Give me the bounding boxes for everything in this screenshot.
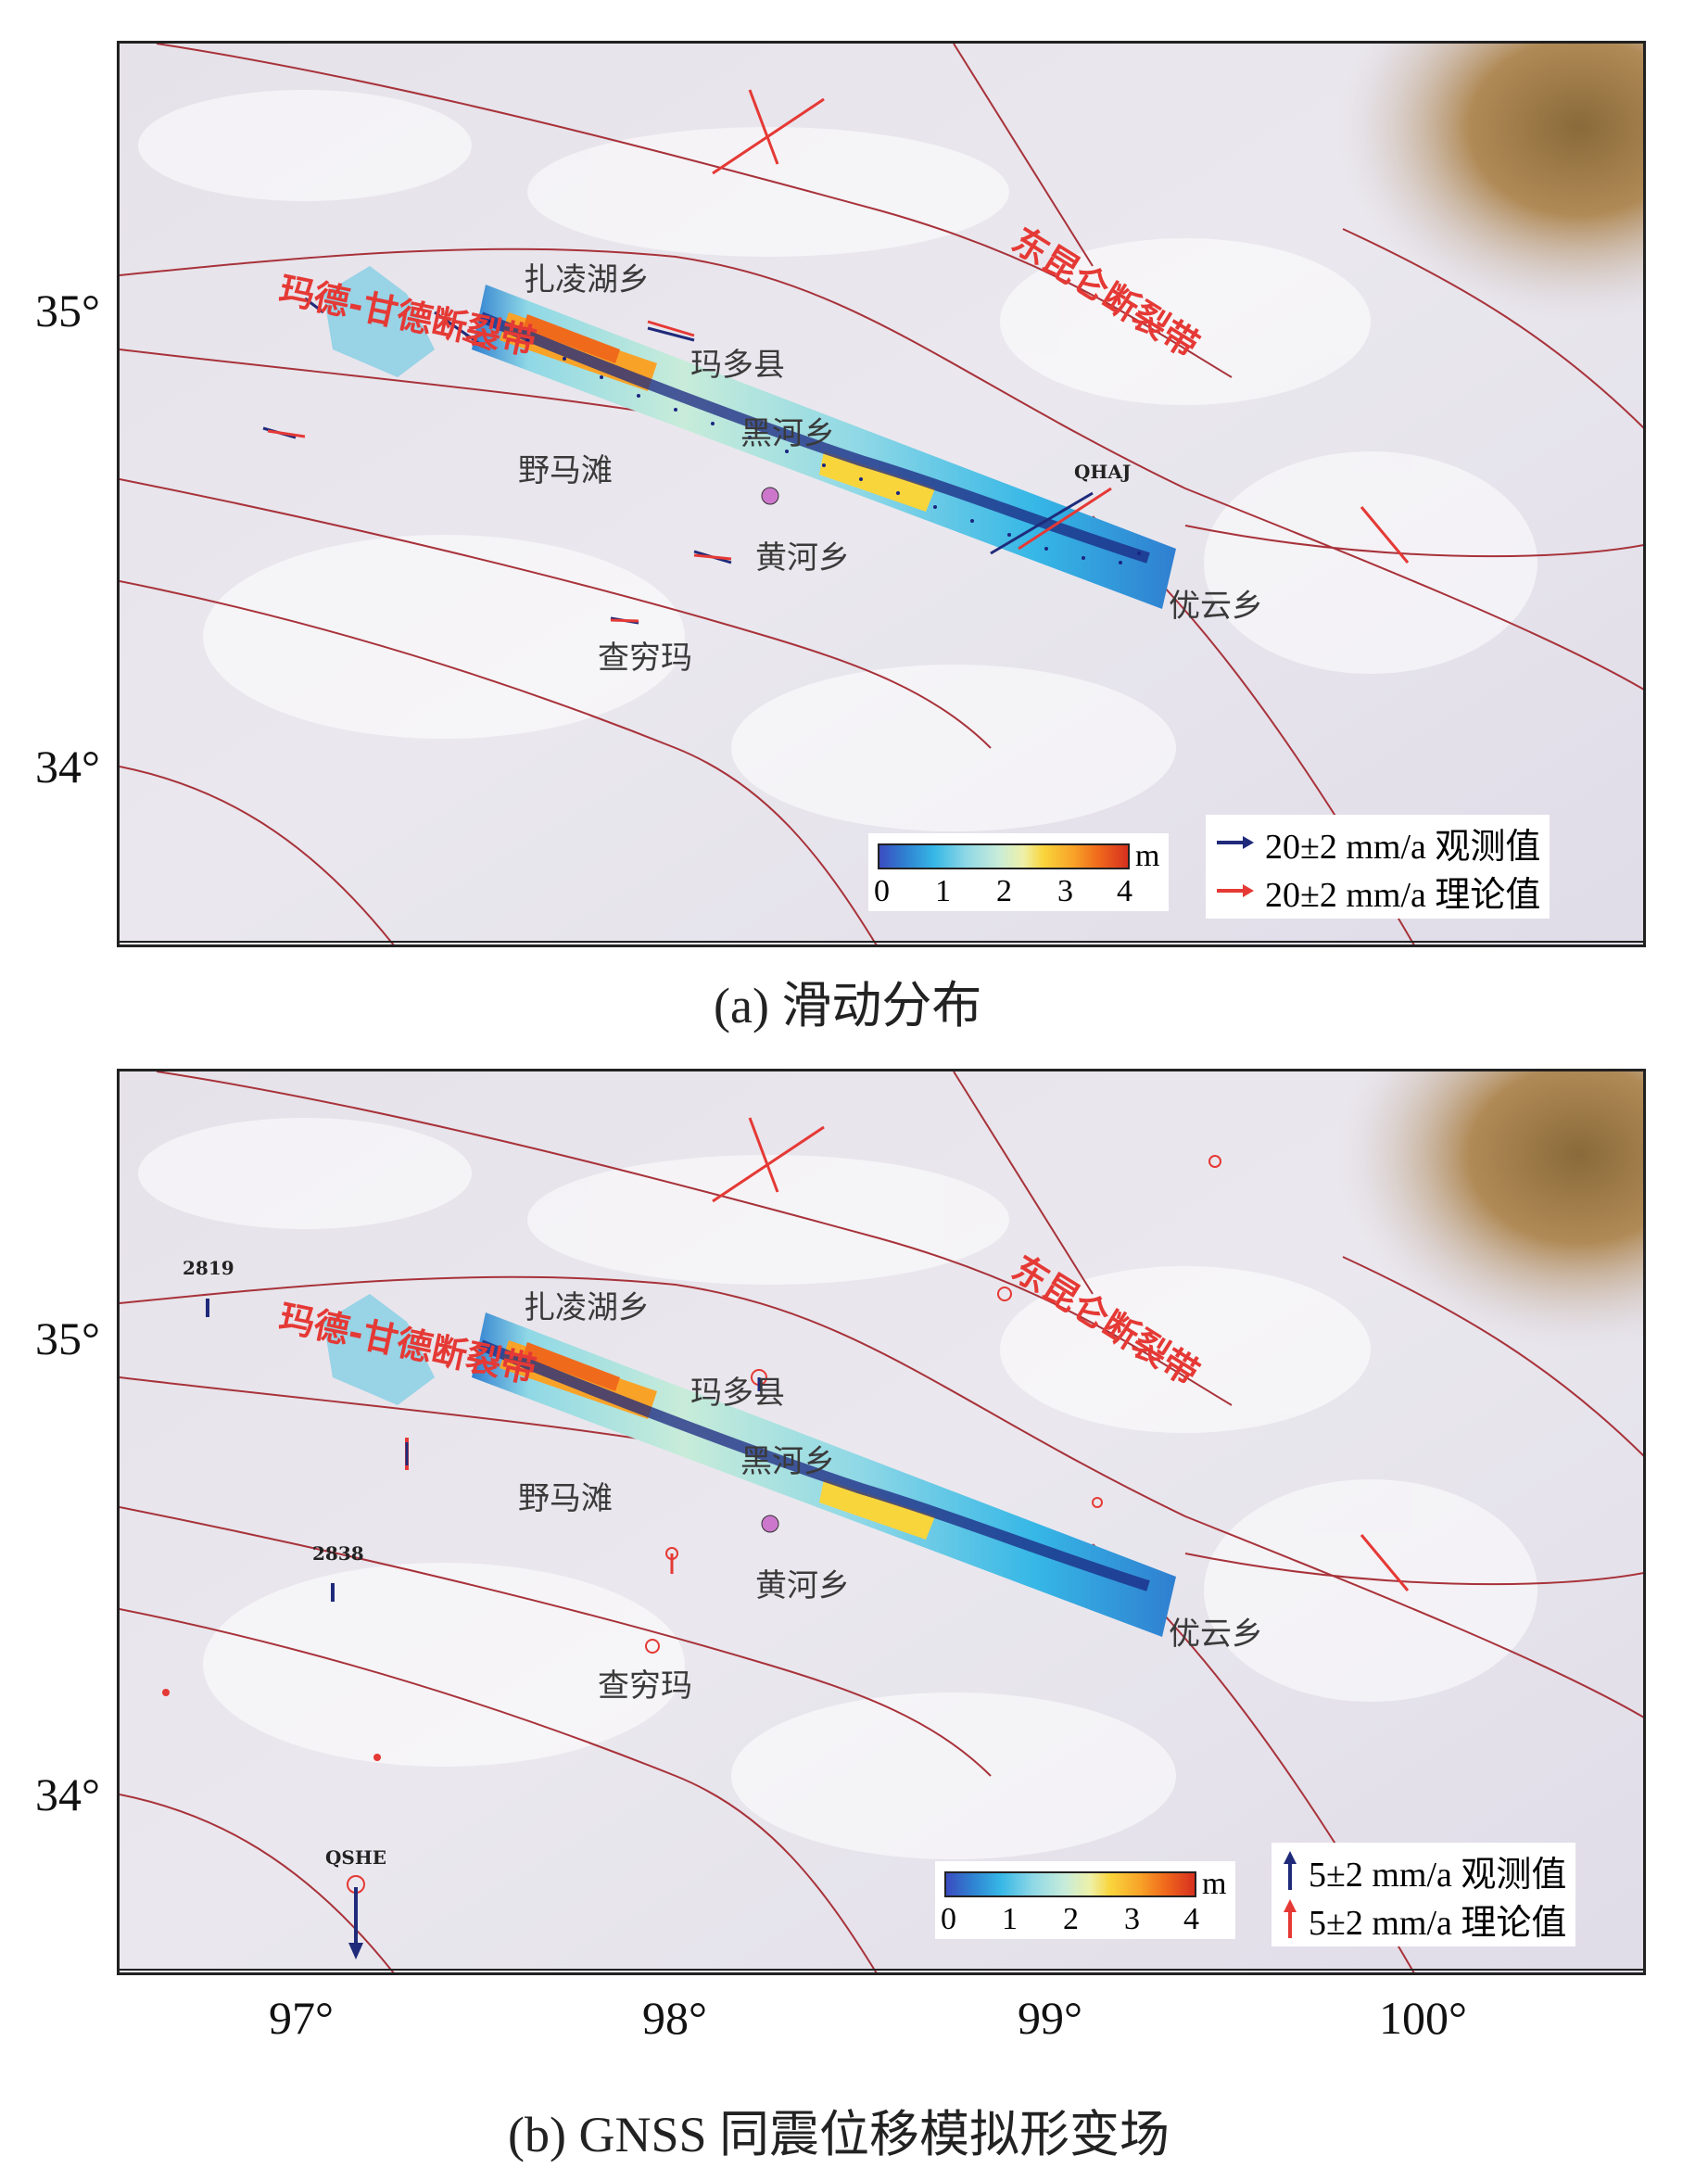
colorbar-unit: m bbox=[1202, 1867, 1227, 1901]
aftershock-cluster bbox=[478, 1339, 1150, 1591]
legend-observed: 5±2 mm/a 观测值 bbox=[1281, 1846, 1566, 1895]
x-tick-98: 98° bbox=[642, 1992, 707, 2044]
station-label-2819: 2819 bbox=[183, 1257, 234, 1279]
colorbar-tick: 4 bbox=[1117, 874, 1132, 908]
fault-lines bbox=[120, 1071, 1643, 1972]
aftershock-cluster bbox=[478, 311, 1150, 564]
station-label-qshe: QSHE bbox=[325, 1846, 387, 1869]
colorbar-tick: 2 bbox=[996, 874, 1012, 908]
y-tick-35: 35° bbox=[35, 1312, 100, 1364]
place-youyun: 优云乡 bbox=[1169, 1616, 1263, 1653]
colorbar-tick: 4 bbox=[1183, 1902, 1199, 1936]
map-canvas-a bbox=[120, 44, 1643, 945]
legend-a: 20±2 mm/a 观测值 20±2 mm/a 理论值 bbox=[1206, 815, 1550, 919]
colorbar-gradient bbox=[878, 843, 1130, 869]
arrow-up-icon bbox=[1284, 1899, 1297, 1938]
epicenter-beachball bbox=[761, 487, 779, 505]
place-huanghe: 黄河乡 bbox=[755, 539, 850, 577]
place-yematan: 野马滩 bbox=[518, 452, 613, 489]
place-huanghe: 黄河乡 bbox=[755, 1567, 850, 1604]
x-tick-99: 99° bbox=[1018, 1992, 1082, 2044]
mountain-relief bbox=[138, 90, 1537, 831]
legend-modeled: 5±2 mm/a 理论值 bbox=[1281, 1895, 1566, 1943]
map-canvas-b bbox=[120, 1071, 1643, 1972]
station-label-2838: 2838 bbox=[312, 1542, 364, 1565]
place-heihe: 黑河乡 bbox=[740, 1443, 835, 1480]
aftershock-region bbox=[323, 1294, 435, 1405]
place-maduo: 玛多县 bbox=[690, 347, 785, 384]
y-tick-34: 34° bbox=[35, 1769, 100, 1820]
rupture-segments bbox=[712, 1117, 1410, 1591]
slip-asperity-west-core bbox=[523, 1342, 620, 1391]
colorbar-b: m 0 1 2 3 4 bbox=[935, 1861, 1236, 1939]
legend-b: 5±2 mm/a 观测值 5±2 mm/a 理论值 bbox=[1272, 1843, 1576, 1946]
aftershock-region bbox=[323, 266, 435, 377]
slip-asperity-east bbox=[819, 1479, 935, 1540]
place-zhalinghu: 扎凌湖乡 bbox=[524, 261, 650, 298]
legend-modeled: 20±2 mm/a 理论值 bbox=[1215, 867, 1540, 915]
rupture-segments bbox=[712, 89, 1410, 564]
map-panel-a: 东昆仑断裂带 玛德-甘德断裂带 扎凌湖乡 玛多县 黑河乡 野马滩 黄河乡 优云乡… bbox=[117, 41, 1646, 947]
colorbar-tick: 3 bbox=[1124, 1902, 1140, 1936]
place-chaqiongma: 查穷玛 bbox=[598, 1667, 692, 1705]
place-yematan: 野马滩 bbox=[518, 1480, 613, 1517]
place-youyun: 优云乡 bbox=[1169, 588, 1263, 625]
caption-b: (b) GNSS 同震位移模拟形变场 bbox=[508, 2107, 1170, 2162]
y-tick-34: 34° bbox=[35, 741, 100, 792]
colorbar-tick: 0 bbox=[941, 1902, 956, 1936]
caption-a: (a) 滑动分布 bbox=[714, 978, 982, 1033]
slip-asperity-west-core bbox=[523, 314, 620, 363]
slip-asperity-east bbox=[819, 451, 935, 512]
place-heihe: 黑河乡 bbox=[740, 415, 835, 452]
colorbar-tick: 3 bbox=[1057, 874, 1073, 908]
colorbar-gradient bbox=[944, 1871, 1196, 1897]
gnss-vectors-b bbox=[162, 1155, 1221, 1959]
x-tick-100: 100° bbox=[1379, 1992, 1467, 2044]
gnss-vectors-a bbox=[262, 297, 1112, 625]
colorbar-tick: 1 bbox=[935, 874, 951, 908]
colorbar-unit: m bbox=[1135, 839, 1160, 873]
arrow-right-icon bbox=[1217, 836, 1254, 849]
colorbar-tick: 1 bbox=[1002, 1902, 1018, 1936]
station-label-qhaj: QHAJ bbox=[1074, 461, 1132, 483]
place-maduo: 玛多县 bbox=[690, 1375, 785, 1412]
map-panel-b: 东昆仑断裂带 玛德-甘德断裂带 扎凌湖乡 玛多县 黑河乡 野马滩 黄河乡 优云乡… bbox=[117, 1069, 1646, 1975]
colorbar-tick: 0 bbox=[874, 874, 890, 908]
place-chaqiongma: 查穷玛 bbox=[598, 640, 692, 677]
colorbar-tick: 2 bbox=[1063, 1902, 1079, 1936]
arrow-right-icon bbox=[1217, 884, 1254, 897]
x-tick-97: 97° bbox=[269, 1992, 334, 2044]
epicenter-beachball bbox=[761, 1515, 779, 1533]
y-tick-35: 35° bbox=[35, 285, 100, 336]
legend-observed: 20±2 mm/a 观测值 bbox=[1215, 818, 1540, 867]
place-zhalinghu: 扎凌湖乡 bbox=[524, 1289, 650, 1326]
arrow-up-icon bbox=[1284, 1851, 1297, 1890]
colorbar-a: m 0 1 2 3 4 bbox=[868, 833, 1170, 911]
